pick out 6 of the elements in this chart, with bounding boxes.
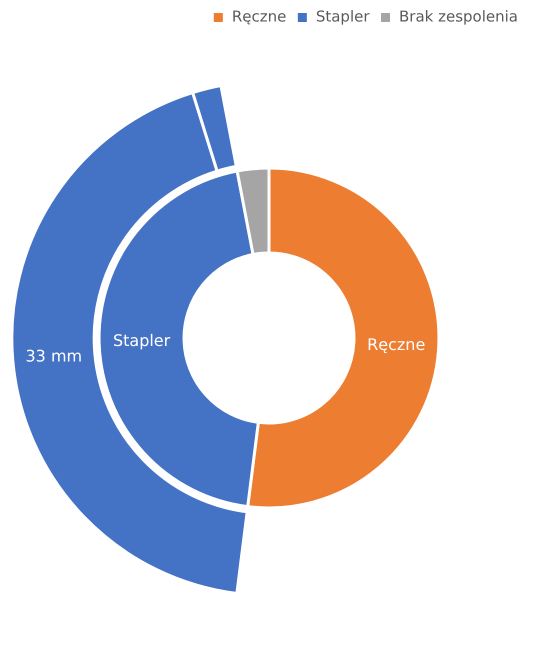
slice-label: Ręczne	[367, 335, 426, 354]
legend-label: Ręczne	[232, 7, 286, 26]
legend-label: Stapler	[316, 7, 370, 26]
slice-label: 33 mm	[25, 346, 82, 366]
slice-label: Stapler	[112, 331, 171, 350]
legend-label: Brak zespolenia	[399, 7, 518, 26]
